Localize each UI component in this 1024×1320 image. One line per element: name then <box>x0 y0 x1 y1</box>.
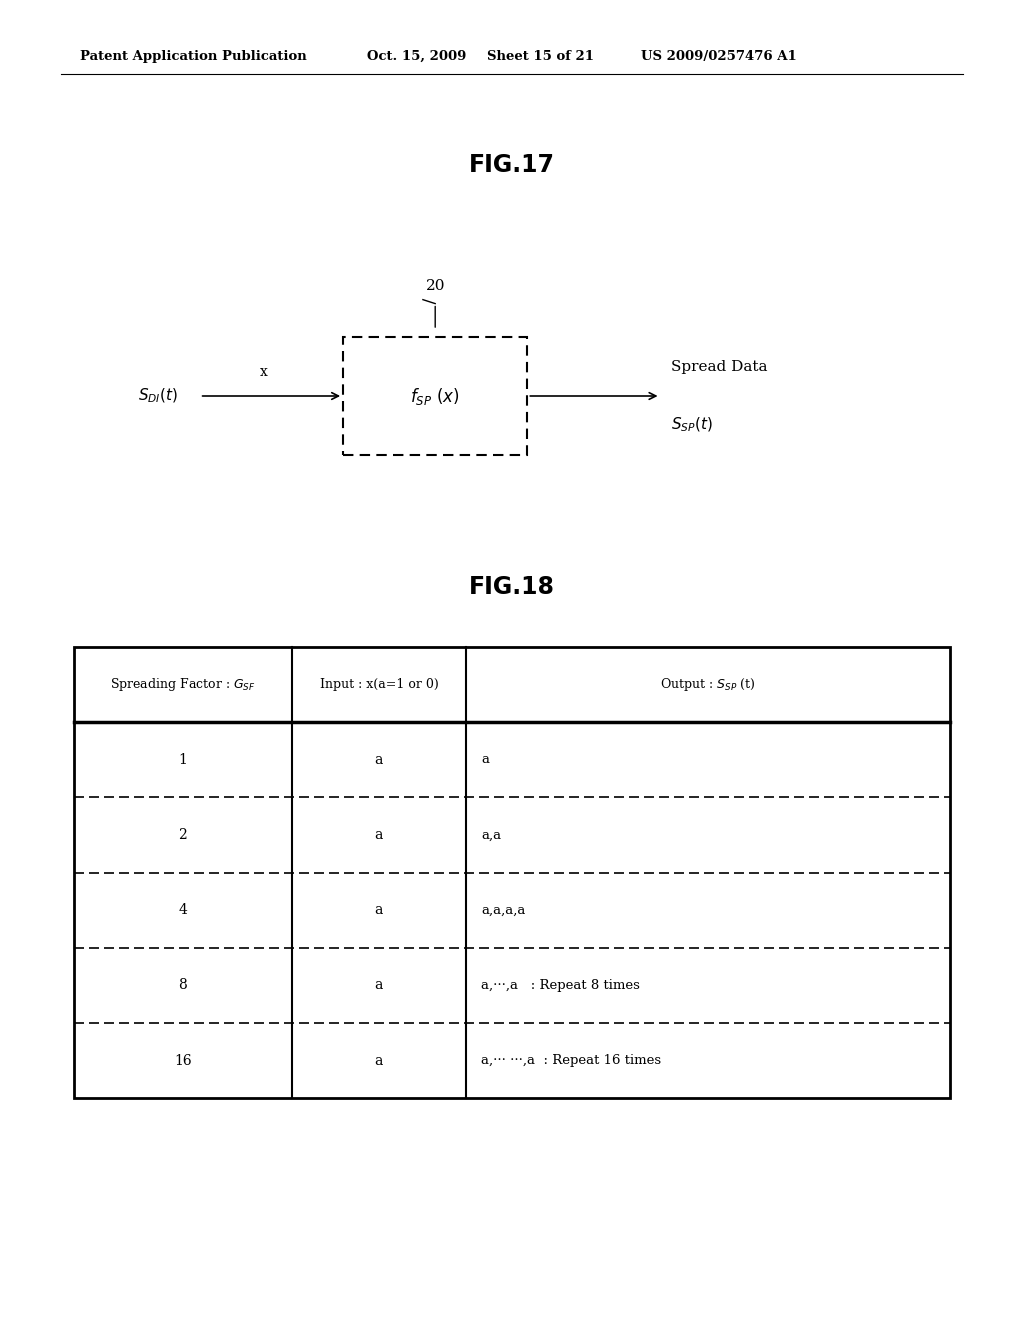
Text: x: x <box>260 366 268 379</box>
Text: a: a <box>375 903 383 917</box>
Text: $S_{DI}(t)$: $S_{DI}(t)$ <box>138 387 178 405</box>
Bar <box>343 337 527 455</box>
Text: 2: 2 <box>178 828 187 842</box>
Text: Spread Data: Spread Data <box>671 360 767 374</box>
Text: 16: 16 <box>174 1053 191 1068</box>
Text: $S_{SP}(t)$: $S_{SP}(t)$ <box>671 416 713 434</box>
Text: Sheet 15 of 21: Sheet 15 of 21 <box>487 50 594 63</box>
Text: Patent Application Publication: Patent Application Publication <box>80 50 306 63</box>
Text: a,a: a,a <box>481 829 502 841</box>
Text: a,a,a,a: a,a,a,a <box>481 904 525 916</box>
Text: Input : x(a=1 or 0): Input : x(a=1 or 0) <box>319 678 438 690</box>
Bar <box>74 647 950 1098</box>
Text: FIG.17: FIG.17 <box>469 153 555 177</box>
Text: 1: 1 <box>178 752 187 767</box>
Text: US 2009/0257476 A1: US 2009/0257476 A1 <box>641 50 797 63</box>
Text: FIG.18: FIG.18 <box>469 576 555 599</box>
Text: Oct. 15, 2009: Oct. 15, 2009 <box>367 50 466 63</box>
Text: a,···,a   : Repeat 8 times: a,···,a : Repeat 8 times <box>481 979 640 991</box>
Text: 4: 4 <box>178 903 187 917</box>
Text: a: a <box>375 978 383 993</box>
Text: Output : $S_{SP}$ (t): Output : $S_{SP}$ (t) <box>660 676 756 693</box>
Text: a: a <box>481 754 489 766</box>
Text: a: a <box>375 828 383 842</box>
Text: a: a <box>375 1053 383 1068</box>
Text: Spreading Factor : $G_{SF}$: Spreading Factor : $G_{SF}$ <box>110 676 256 693</box>
Text: $f_{SP}\ (x)$: $f_{SP}\ (x)$ <box>411 385 460 407</box>
Text: 8: 8 <box>178 978 187 993</box>
Text: 20: 20 <box>425 280 445 293</box>
Text: a,··· ···,a  : Repeat 16 times: a,··· ···,a : Repeat 16 times <box>481 1055 662 1067</box>
Text: a: a <box>375 752 383 767</box>
